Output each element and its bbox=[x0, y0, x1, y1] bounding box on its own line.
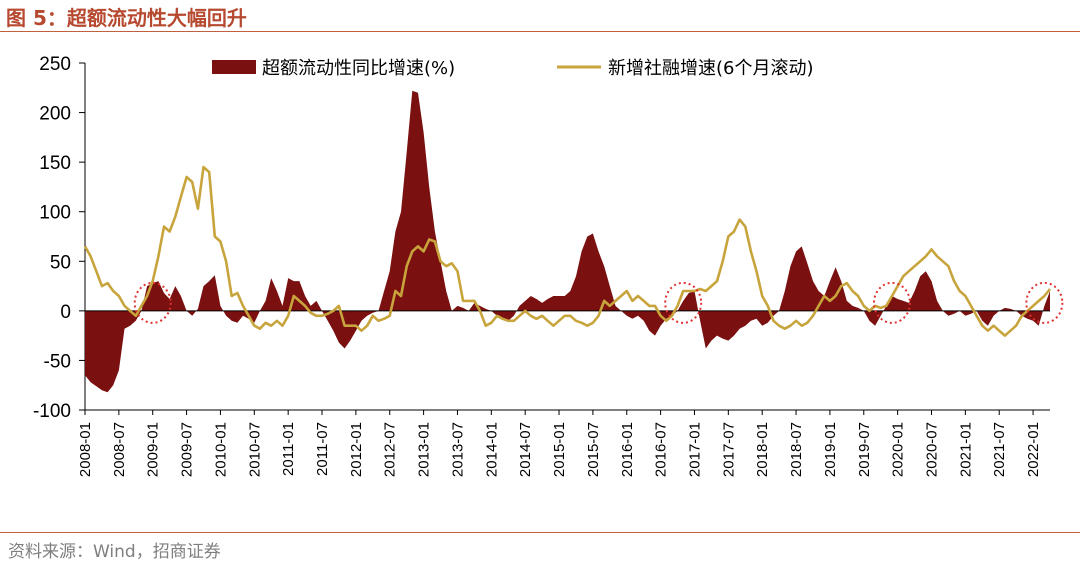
y-tick-label: 0 bbox=[60, 302, 71, 323]
x-tick-label: 2016-01 bbox=[619, 422, 636, 477]
x-tick-label: 2021-07 bbox=[991, 422, 1008, 477]
y-tick-label: 50 bbox=[50, 252, 71, 273]
x-tick-label: 2018-07 bbox=[788, 422, 805, 477]
y-tick-label: 250 bbox=[39, 54, 71, 75]
x-tick-label: 2010-01 bbox=[212, 422, 229, 477]
x-tick-label: 2021-01 bbox=[957, 422, 974, 477]
x-tick-label: 2017-01 bbox=[686, 422, 703, 477]
y-tick-label: 150 bbox=[39, 153, 71, 174]
x-tick-label: 2013-07 bbox=[449, 422, 466, 477]
x-tick-label: 2013-01 bbox=[416, 422, 433, 477]
x-tick-label: 2012-07 bbox=[382, 422, 399, 477]
plot-area bbox=[83, 90, 1064, 393]
x-tick-label: 2014-07 bbox=[517, 422, 534, 477]
y-tick-label: -50 bbox=[44, 351, 71, 372]
x-tick-label: 2015-07 bbox=[585, 422, 602, 477]
figure-title: 图 5：超额流动性大幅回升 bbox=[6, 6, 247, 30]
x-tick-label: 2020-01 bbox=[890, 422, 907, 477]
legend: 超额流动性同比增速(%) 新增社融增速(6个月滚动) bbox=[212, 58, 814, 79]
x-axis: 2008-01 2008-07 2009-01 2009-07 2010-01 2010-… bbox=[77, 409, 1050, 477]
x-tick-label: 2017-07 bbox=[720, 422, 737, 477]
highlight-circle bbox=[664, 281, 703, 324]
x-tick-label: 2022-01 bbox=[1025, 422, 1042, 477]
highlight-circle bbox=[133, 281, 172, 324]
source-divider bbox=[0, 532, 1080, 533]
x-tick-label: 2008-01 bbox=[77, 422, 94, 477]
highlight-circle bbox=[872, 281, 911, 324]
x-tick-label: 2010-07 bbox=[246, 422, 263, 477]
x-tick-label: 2014-01 bbox=[483, 422, 500, 477]
x-tick-label: 2016-07 bbox=[653, 422, 670, 477]
x-tick-label: 2011-07 bbox=[314, 422, 331, 476]
excess-liquidity-area bbox=[85, 90, 1050, 393]
x-tick-label: 2019-07 bbox=[856, 422, 873, 477]
x-tick-label: 2018-01 bbox=[754, 422, 771, 477]
x-tick-label: 2019-01 bbox=[822, 422, 839, 477]
legend-label-area: 超额流动性同比增速(%) bbox=[262, 58, 455, 79]
highlight-circle bbox=[1025, 281, 1064, 324]
source-note: 资料来源：Wind，招商证券 bbox=[8, 542, 221, 562]
x-tick-label: 2008-07 bbox=[111, 422, 128, 477]
legend-swatch-area bbox=[212, 60, 256, 74]
y-axis: -100 -50 0 50 100 150 200 250 bbox=[33, 54, 86, 422]
legend-label-line: 新增社融增速(6个月滚动) bbox=[608, 58, 814, 79]
y-tick-label: -100 bbox=[33, 401, 71, 422]
x-tick-label: 2015-01 bbox=[551, 422, 568, 477]
social-financing-line bbox=[83, 165, 1052, 337]
y-tick-label: 200 bbox=[39, 104, 71, 125]
x-tick-label: 2012-01 bbox=[348, 422, 365, 477]
x-tick-label: 2011-01 bbox=[280, 422, 297, 476]
y-tick-label: 100 bbox=[39, 203, 71, 224]
x-tick-label: 2009-01 bbox=[145, 422, 162, 477]
title-divider bbox=[0, 31, 1080, 32]
x-tick-label: 2009-07 bbox=[179, 422, 196, 477]
x-tick-label: 2020-07 bbox=[923, 422, 940, 477]
